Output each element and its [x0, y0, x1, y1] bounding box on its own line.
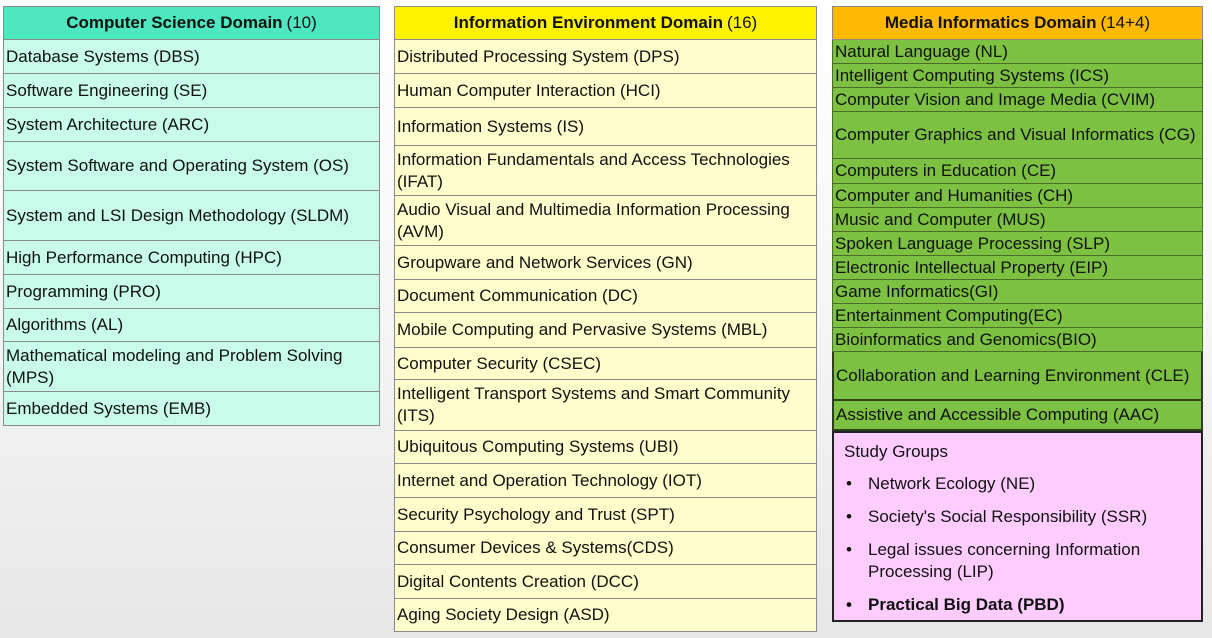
domain-count: (10) — [286, 13, 317, 32]
list-item: Society's Social Responsibility (SSR) — [844, 506, 1191, 528]
list-item: Ubiquitous Computing Systems (UBI) — [394, 431, 817, 464]
domain-count: (16) — [726, 13, 758, 32]
list-item: Audio Visual and Multimedia Information … — [394, 196, 817, 246]
domain-title: Computer Science Domain — [66, 13, 283, 32]
list-item: Assistive and Accessible Computing (AAC) — [832, 401, 1203, 431]
list-item: Database Systems (DBS) — [3, 40, 380, 74]
list-item: Computer and Humanities (CH) — [832, 184, 1203, 208]
list-item: Information Fundamentals and Access Tech… — [394, 146, 817, 196]
study-groups-title: Study Groups — [844, 442, 948, 461]
information-environment-domain-table: Information Environment Domain (16) Dist… — [394, 6, 817, 632]
list-item: Intelligent Transport Systems and Smart … — [394, 380, 817, 431]
domain-title: Media Informatics Domain — [884, 13, 1097, 32]
list-item: Human Computer Interaction (HCI) — [394, 74, 817, 108]
list-item: Digital Contents Creation (DCC) — [394, 565, 817, 599]
list-item: Software Engineering (SE) — [3, 74, 380, 108]
media-informatics-domain-table: Media Informatics Domain (14+4) Natural … — [832, 6, 1203, 431]
list-item: Computer Graphics and Visual Informatics… — [832, 112, 1203, 159]
domain-title: Information Environment Domain — [453, 13, 723, 32]
list-item: Music and Computer (MUS) — [832, 208, 1203, 232]
list-item: Spoken Language Processing (SLP) — [832, 232, 1203, 256]
computer-science-domain-header: Computer Science Domain (10) — [3, 6, 380, 40]
list-item: Legal issues concerning Information Proc… — [844, 539, 1191, 583]
list-item: Bioinformatics and Genomics(BIO) — [832, 328, 1203, 352]
list-item: Practical Big Data (PBD) — [844, 594, 1191, 616]
list-item: Distributed Processing System (DPS) — [394, 40, 817, 74]
list-item: Mathematical modeling and Problem Solvin… — [3, 342, 380, 392]
list-item: Groupware and Network Services (GN) — [394, 246, 817, 280]
list-item: Security Psychology and Trust (SPT) — [394, 498, 817, 532]
list-item: System Architecture (ARC) — [3, 108, 380, 142]
list-item: Network Ecology (NE) — [844, 473, 1191, 495]
list-item: Aging Society Design (ASD) — [394, 599, 817, 632]
list-item: System and LSI Design Methodology (SLDM) — [3, 191, 380, 241]
domain-count: (14+4) — [1100, 13, 1151, 32]
list-item: Document Communication (DC) — [394, 280, 817, 313]
list-item: Natural Language (NL) — [832, 40, 1203, 64]
study-groups-panel: Study Groups Network Ecology (NE) Societ… — [832, 431, 1203, 622]
list-item: Electronic Intellectual Property (EIP) — [832, 256, 1203, 280]
list-item: Computers in Education (CE) — [832, 159, 1203, 184]
list-item: Programming (PRO) — [3, 275, 380, 309]
list-item: Entertainment Computing(EC) — [832, 304, 1203, 328]
media-informatics-domain-header: Media Informatics Domain (14+4) — [832, 6, 1203, 40]
list-item: Computer Vision and Image Media (CVIM) — [832, 88, 1203, 112]
list-item: High Performance Computing (HPC) — [3, 241, 380, 275]
information-environment-domain-header: Information Environment Domain (16) — [394, 6, 817, 40]
list-item: Embedded Systems (EMB) — [3, 392, 380, 426]
study-groups-list: Network Ecology (NE) Society's Social Re… — [844, 473, 1191, 616]
list-item: Game Informatics(GI) — [832, 280, 1203, 304]
list-item: Intelligent Computing Systems (ICS) — [832, 64, 1203, 88]
list-item: Consumer Devices & Systems(CDS) — [394, 532, 817, 565]
list-item: Collaboration and Learning Environment (… — [832, 352, 1203, 401]
computer-science-domain-table: Computer Science Domain (10) Database Sy… — [3, 6, 380, 426]
list-item: Computer Security (CSEC) — [394, 348, 817, 380]
list-item: Information Systems (IS) — [394, 108, 817, 146]
list-item: System Software and Operating System (OS… — [3, 142, 380, 191]
list-item: Internet and Operation Technology (IOT) — [394, 464, 817, 498]
list-item: Mobile Computing and Pervasive Systems (… — [394, 313, 817, 348]
list-item: Algorithms (AL) — [3, 309, 380, 342]
